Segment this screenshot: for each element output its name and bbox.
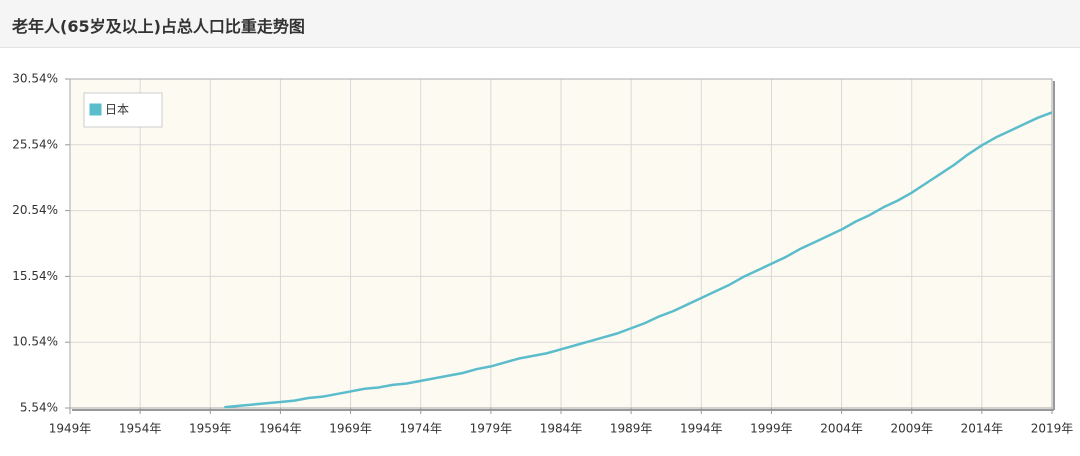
labels: 5.54% 10.54% 15.54% 20.54% 25.54% 30.54% 1949年… (12, 72, 1073, 436)
legend-swatch (88, 102, 103, 117)
y-tick-label: 30.54% (12, 72, 58, 86)
x-tick-label: 2009年 (890, 422, 933, 436)
legend-label: 日本 (105, 103, 129, 117)
line (224, 111, 1053, 409)
y-tick-label: 10.54% (12, 335, 58, 349)
x-tick-label: 1999年 (750, 422, 793, 436)
x-tick-label: 1949年 (49, 422, 92, 436)
x-tick-label: 1984年 (540, 422, 583, 436)
y-tick-label: 15.54% (12, 269, 58, 283)
x-tick-label: 1979年 (470, 422, 513, 436)
x-tick-label: 1959年 (189, 422, 232, 436)
x-tick-label: 1989年 (610, 422, 653, 436)
x-tick-label: 1974年 (399, 422, 442, 436)
y-tick-label: 25.54% (12, 137, 58, 151)
grid (65, 78, 1053, 414)
x-tick-label: 1954年 (119, 422, 162, 436)
y-tick-label: 20.54% (12, 203, 58, 217)
x-tick-label: 1964年 (259, 422, 302, 436)
x-tick-label: 2004年 (820, 422, 863, 436)
x-tick-label: 1969年 (329, 422, 372, 436)
x-tick-label: 2019年 (1031, 422, 1074, 436)
header: 老年人(65岁及以上)占总人口比重走势图 (0, 0, 1080, 48)
plot-frame (69, 78, 1053, 409)
lines (224, 111, 1053, 409)
y-tick-label: 5.54% (20, 401, 58, 415)
x-tick-label: 1994年 (680, 422, 723, 436)
chart-title: 老年人(65岁及以上)占总人口比重走势图 (12, 17, 305, 36)
x-tick-label: 2014年 (961, 422, 1004, 436)
